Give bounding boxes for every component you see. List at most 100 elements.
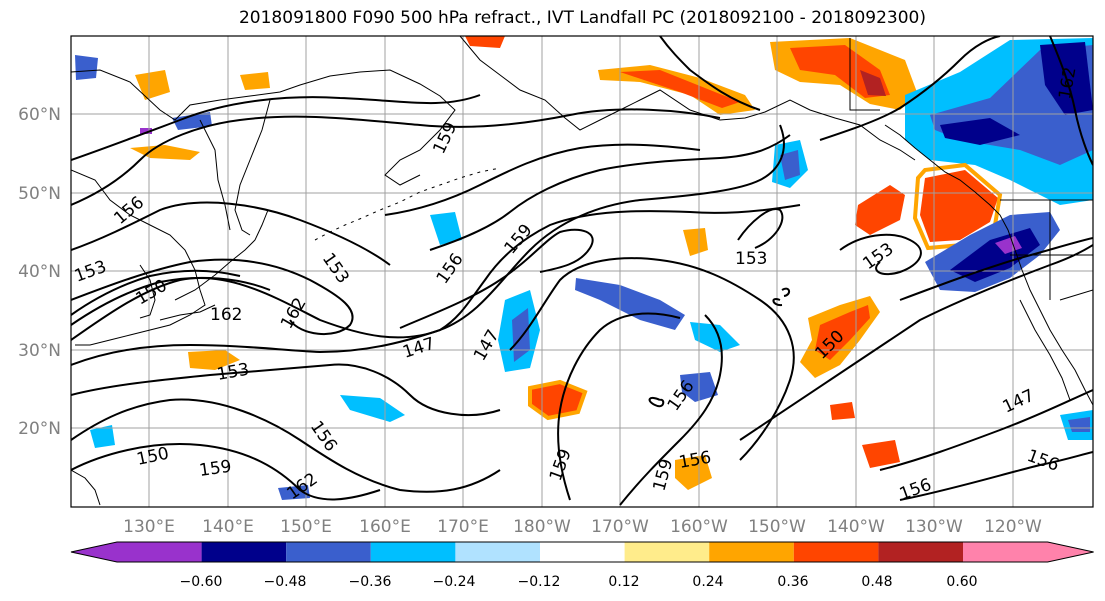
coastline-alaska (459, 36, 916, 161)
contour-line-14 (879, 389, 1093, 471)
colorbar-segment (201, 542, 287, 562)
contour-label: 153 (735, 249, 767, 269)
contour-line-11 (557, 312, 681, 501)
lat-label: 30°N (18, 341, 61, 361)
coastline-siberia (71, 69, 456, 186)
negative-region-aleutian-offshore-core (780, 150, 800, 180)
lat-label: 20°N (18, 419, 61, 439)
colorbar-segment (455, 542, 540, 562)
coastline-asia-mainland (71, 169, 206, 346)
map-content: 156 159 153 150 162 156 159 153 147 153 … (71, 36, 1093, 507)
lon-label: 130°E (123, 517, 175, 537)
contour-label: 159 (198, 457, 233, 481)
contour-line-18 (899, 237, 1093, 301)
negative-region-western-3 (340, 395, 405, 422)
negative-region-western-2 (75, 55, 98, 80)
colorbar-tick-label: 0.48 (861, 574, 892, 590)
lon-label: 160°W (670, 517, 728, 537)
contour-line-7 (71, 258, 354, 336)
positive-region-alaska-peak (860, 70, 886, 96)
colorbar-tick-label: 0.60 (946, 574, 977, 590)
contour-line-15 (899, 451, 1093, 501)
colorbar-tick-label: −0.24 (433, 574, 476, 590)
coastline-kamchatka (234, 99, 271, 236)
contour-line-22 (399, 228, 594, 329)
colorbar (70, 541, 1094, 563)
contour-line-25 (71, 276, 271, 326)
positive-region-small-1 (830, 402, 855, 420)
height-contours (71, 36, 1093, 506)
contour-line-13 (739, 244, 1093, 441)
colorbar-segment (793, 542, 879, 562)
contour-line-23 (429, 134, 791, 251)
lon-label: 120°W (984, 517, 1042, 537)
coastline-japan (159, 209, 269, 321)
longitude-labels: 130°E 140°E 150°E 160°E 170°E 180°W 170°… (123, 517, 1042, 537)
colorbar-outline (70, 541, 1094, 563)
colorbar-segment (963, 542, 1094, 562)
contour-line-12 (619, 314, 723, 506)
lon-label: 170°E (437, 517, 489, 537)
contour-line-19 (819, 36, 1001, 141)
lon-label: 170°W (591, 517, 649, 537)
contour-line-4 (71, 398, 501, 493)
contour-line-26 (71, 269, 241, 316)
colorbar-tick-label: −0.48 (264, 574, 307, 590)
lat-label: 50°N (18, 184, 61, 204)
negative-region-western-5 (90, 425, 115, 448)
coastline-philippines (71, 469, 101, 506)
lon-label: 150°W (748, 517, 806, 537)
colorbar-segment (540, 542, 625, 562)
contour-line-6 (71, 201, 391, 266)
colorbar-segment (878, 542, 963, 562)
negative-region-central-2 (690, 322, 740, 352)
colorbar-segment (624, 542, 710, 562)
contour-line-24 (384, 143, 701, 216)
positive-region-central-mid-edge (528, 379, 588, 421)
contour-line-20 (1049, 36, 1093, 166)
lat-label: 40°N (18, 262, 61, 282)
contour-line-17 (737, 208, 784, 249)
positive-region-offshore (855, 185, 905, 235)
contour-line-28 (772, 287, 790, 307)
lon-label: 140°E (202, 517, 254, 537)
map-title: 2018091800 F090 500 hPa refract., IVT La… (238, 8, 926, 28)
positive-region-dateline (683, 228, 708, 256)
colorbar-segment (286, 542, 371, 562)
colorbar-tick-label: −0.36 (349, 574, 392, 590)
contour-line-27 (648, 396, 665, 408)
colorbar-tick-label: 0.24 (692, 574, 723, 590)
contour-line-10 (509, 257, 795, 461)
negative-region-central-3-core (512, 308, 530, 362)
lon-label: 140°W (827, 517, 885, 537)
positive-region-south (675, 455, 712, 490)
map-frame (70, 35, 1094, 508)
positive-region-central-mid (530, 382, 585, 418)
contour-label: 162 (210, 305, 242, 325)
positive-region-kamchatka (135, 70, 170, 100)
negative-region-western-1 (172, 112, 212, 130)
positive-region-pacific-nw (920, 170, 998, 242)
contour-line-5 (71, 443, 381, 501)
lon-label: 130°W (905, 517, 963, 537)
contour-line-8 (71, 108, 721, 206)
colorbar-tick-label: −0.12 (518, 574, 561, 590)
negative-region-gulf-alaska-core2 (940, 118, 1020, 145)
colorbar-segment (370, 542, 456, 562)
coastline-baja (1019, 299, 1071, 401)
colorbar-tick-label: −0.60 (180, 574, 223, 590)
lon-label: 150°E (280, 517, 332, 537)
latitude-labels: 60°N 50°N 40°N 30°N 20°N (18, 105, 61, 439)
contour-line-16 (839, 233, 922, 276)
colorbar-segment (71, 542, 202, 562)
colorbar-tick-label: 0.36 (777, 574, 808, 590)
positive-region-hawaii-south (862, 440, 900, 468)
lon-label: 180°W (513, 517, 571, 537)
positive-region-arctic (465, 36, 505, 48)
colorbar-tick-labels: −0.60 −0.48 −0.36 −0.24 −0.12 0.12 0.24 … (180, 574, 978, 590)
colorbar-tick-label: 0.12 (608, 574, 639, 590)
coastline-okhotsk (199, 119, 231, 231)
contour-line-21 (659, 36, 761, 111)
contour-line-9 (71, 94, 481, 161)
